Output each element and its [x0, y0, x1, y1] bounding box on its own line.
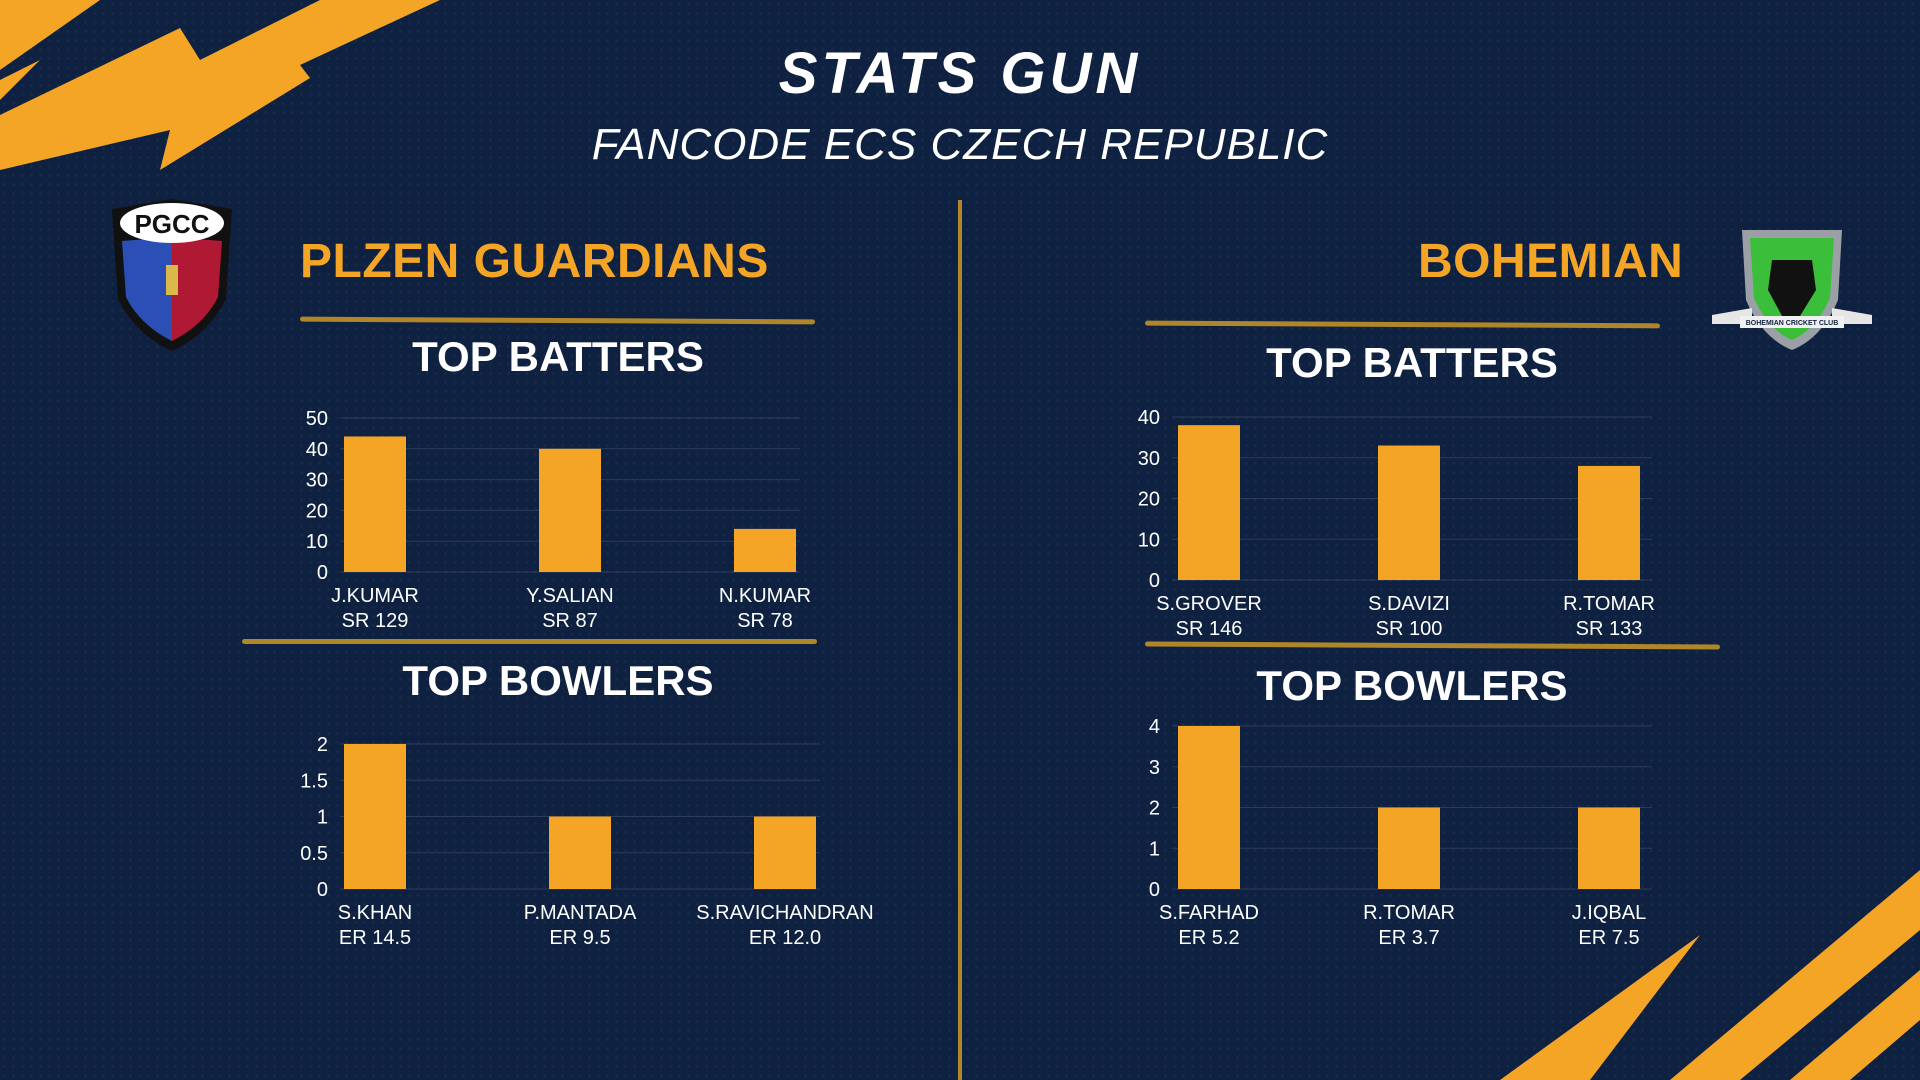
y-tick-label: 10 [1138, 529, 1160, 551]
category-label: J.KUMAR [331, 585, 419, 607]
left-mid-rule [242, 639, 817, 644]
bar-jiqbal [1578, 807, 1640, 889]
top-left-stripes [0, 0, 440, 170]
stat-sublabel: SR 87 [542, 610, 598, 632]
center-divider [958, 200, 962, 1080]
y-tick-label: 30 [306, 470, 328, 492]
y-tick-label: 0 [1149, 879, 1160, 901]
category-label: R.TOMAR [1363, 902, 1455, 924]
team-name-left: PLZEN GUARDIANS [300, 235, 769, 288]
y-tick-label: 40 [1138, 407, 1160, 429]
category-label: S.GROVER [1156, 593, 1262, 615]
category-label: Y.SALIAN [526, 585, 613, 607]
category-label: P.MANTADA [524, 902, 637, 924]
right-batters-title: TOP BATTERS [1266, 339, 1558, 386]
bar-sravichandran [754, 816, 816, 889]
pgcc-shield-logo: PGCC [112, 199, 232, 351]
right-batters-chart: 0 10 20 30 40 S.GROVER SR 146 S.DAVIZI SR 100 R.T… [1138, 407, 1655, 640]
bar-sdavizi [1378, 445, 1440, 580]
y-tick-label: 2 [1149, 798, 1160, 820]
left-batters-chart: 0 10 20 30 40 50 J.KUMAR SR 129 Y.SALIAN SR 87 N.K… [306, 408, 811, 632]
stat-sublabel: ER 9.5 [549, 927, 610, 949]
bar-sgrover [1178, 425, 1240, 580]
y-tick-label: 10 [306, 531, 328, 553]
y-tick-label: 50 [306, 408, 328, 430]
bar-rtomar [1378, 807, 1440, 889]
category-label: N.KUMAR [719, 585, 811, 607]
right-mid-rule [1144, 641, 1721, 650]
bottom-right-stripes [1500, 870, 1920, 1080]
y-tick-label: 1 [317, 807, 328, 829]
pgcc-logo-text: PGCC [134, 209, 209, 239]
y-tick-label: 0 [1149, 570, 1160, 592]
stat-sublabel: ER 14.5 [339, 927, 411, 949]
y-tick-label: 3 [1149, 757, 1160, 779]
y-tick-label: 20 [1138, 489, 1160, 511]
stat-sublabel: ER 5.2 [1178, 927, 1239, 949]
stat-sublabel: SR 146 [1176, 618, 1243, 640]
y-tick-label: 30 [1138, 448, 1160, 470]
y-tick-label: 1 [1149, 838, 1160, 860]
category-label: S.DAVIZI [1368, 593, 1450, 615]
bohemian-logo-text: BOHEMIAN CRICKET CLUB [1746, 320, 1839, 327]
bar-skhan [344, 744, 406, 889]
bar-sfarhad [1178, 726, 1240, 889]
y-tick-label: 4 [1149, 716, 1160, 738]
category-label: S.KHAN [338, 902, 412, 924]
bar-jkumar [344, 436, 406, 572]
left-header-rule [299, 316, 816, 325]
left-bowlers-title: TOP BOWLERS [402, 657, 714, 704]
bar-pmantada [549, 816, 611, 889]
y-tick-label: 40 [306, 439, 328, 461]
stat-sublabel: SR 129 [342, 610, 409, 632]
right-bowlers-title: TOP BOWLERS [1256, 662, 1568, 709]
y-tick-label: 0.5 [300, 843, 328, 865]
main-title: STATS GUN [778, 41, 1142, 106]
team-name-right: BOHEMIAN [1418, 235, 1684, 288]
stat-sublabel: ER 12.0 [749, 927, 821, 949]
y-tick-label: 0 [317, 562, 328, 584]
category-label: S.FARHAD [1159, 902, 1259, 924]
stat-sublabel: SR 100 [1376, 618, 1443, 640]
category-label: R.TOMAR [1563, 593, 1655, 615]
stat-sublabel: SR 133 [1576, 618, 1643, 640]
right-bowlers-chart: 0 1 2 3 4 S.FARHAD ER 5.2 R.TOMAR ER 3.7 J.IQBAL E… [1149, 716, 1652, 949]
left-batters-title: TOP BATTERS [412, 333, 704, 380]
bar-ysalian [539, 448, 601, 572]
subtitle: FANCODE ECS CZECH REPUBLIC [591, 120, 1329, 169]
bar-nkumar [734, 528, 796, 572]
y-tick-label: 20 [306, 500, 328, 522]
stat-sublabel: ER 7.5 [1578, 927, 1639, 949]
left-bowlers-chart: 0 0.5 1 1.5 2 S.KHAN ER 14.5 P.MANTADA ER 9.5 S.R… [300, 734, 874, 949]
bohemian-crest-logo: BOHEMIAN CRICKET CLUB [1712, 230, 1872, 350]
y-tick-label: 1.5 [300, 770, 328, 792]
category-label: J.IQBAL [1572, 902, 1646, 924]
y-tick-label: 0 [317, 879, 328, 901]
stat-sublabel: ER 3.7 [1378, 927, 1439, 949]
category-label: S.RAVICHANDRAN [696, 902, 873, 924]
stat-sublabel: SR 78 [737, 610, 793, 632]
y-tick-label: 2 [317, 734, 328, 756]
right-header-rule [1144, 320, 1661, 329]
bar-rtomar [1578, 465, 1640, 580]
